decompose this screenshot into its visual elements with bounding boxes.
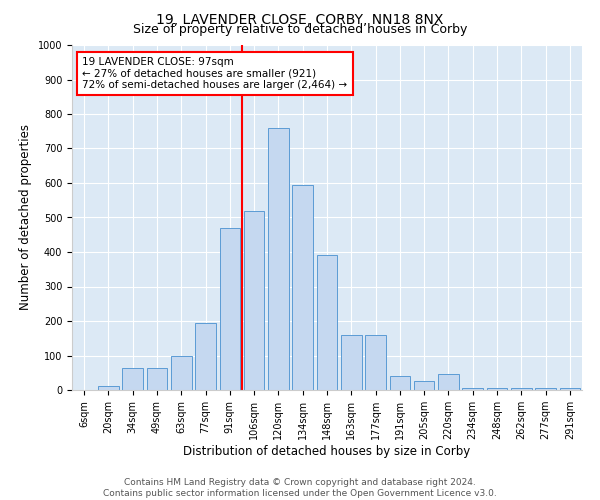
Bar [535, 388, 556, 390]
Bar [171, 356, 191, 390]
Y-axis label: Number of detached properties: Number of detached properties [19, 124, 32, 310]
Bar [98, 386, 119, 390]
Bar [220, 228, 240, 390]
Bar [414, 382, 434, 390]
Bar [511, 388, 532, 390]
Bar [195, 322, 216, 390]
Text: 19 LAVENDER CLOSE: 97sqm
← 27% of detached houses are smaller (921)
72% of semi-: 19 LAVENDER CLOSE: 97sqm ← 27% of detach… [82, 57, 347, 90]
Bar [268, 128, 289, 390]
Bar [146, 368, 167, 390]
Bar [560, 388, 580, 390]
Bar [438, 374, 459, 390]
Bar [122, 368, 143, 390]
X-axis label: Distribution of detached houses by size in Corby: Distribution of detached houses by size … [184, 445, 470, 458]
Bar [389, 376, 410, 390]
Bar [463, 388, 483, 390]
Text: Contains HM Land Registry data © Crown copyright and database right 2024.
Contai: Contains HM Land Registry data © Crown c… [103, 478, 497, 498]
Bar [317, 256, 337, 390]
Bar [341, 335, 362, 390]
Bar [365, 335, 386, 390]
Bar [292, 184, 313, 390]
Text: Size of property relative to detached houses in Corby: Size of property relative to detached ho… [133, 22, 467, 36]
Bar [487, 388, 508, 390]
Bar [244, 210, 265, 390]
Text: 19, LAVENDER CLOSE, CORBY, NN18 8NX: 19, LAVENDER CLOSE, CORBY, NN18 8NX [157, 12, 443, 26]
